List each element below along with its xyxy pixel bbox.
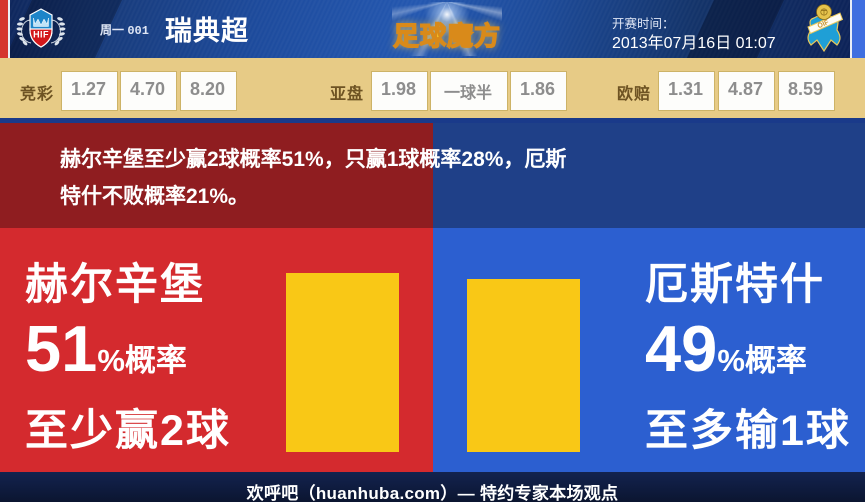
svg-text:HIF: HIF [33,30,49,40]
